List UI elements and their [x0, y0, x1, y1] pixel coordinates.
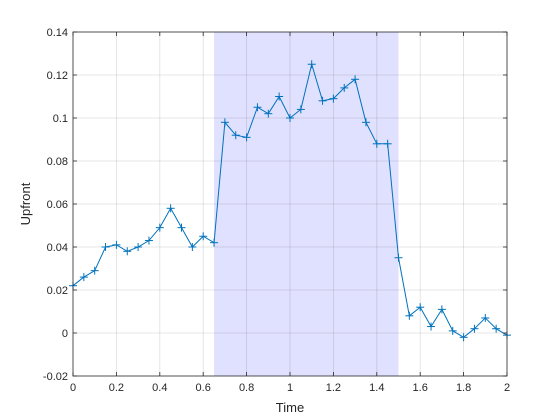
tick-labels: 0 0.2 0.4 0.6 0.8 1 1.2 1.4 1.6 1.8 2-0.0200.020.0… — [43, 27, 510, 394]
data-point — [253, 103, 262, 112]
data-point — [372, 139, 381, 148]
data-point — [188, 243, 197, 251]
shaded-region — [214, 32, 399, 376]
y-axis-label: Upfront — [18, 182, 33, 225]
data-point — [199, 232, 208, 241]
data-point — [264, 109, 273, 118]
x-tick-label: 1.2 — [326, 382, 341, 394]
data-point — [79, 273, 88, 282]
data-point — [470, 324, 479, 333]
data-point — [448, 326, 457, 335]
x-tick-label: 1.4 — [369, 382, 384, 394]
data-point — [231, 131, 240, 140]
data-point — [286, 114, 294, 122]
data-point — [481, 313, 490, 322]
data-point — [112, 240, 121, 249]
x-tick-label: 1 — [287, 382, 293, 394]
grid — [73, 32, 507, 376]
data-point — [177, 223, 186, 232]
data-point — [329, 94, 338, 103]
data-point — [459, 333, 468, 342]
x-tick-label: 0.6 — [196, 382, 211, 394]
data-point — [405, 311, 414, 320]
x-tick-label: 1.8 — [456, 382, 471, 394]
y-tick-label: 0.1 — [53, 113, 68, 125]
y-tick-label: 0.02 — [47, 285, 68, 297]
y-tick-label: 0.14 — [47, 27, 68, 39]
x-tick-label: 0.2 — [109, 382, 124, 394]
data-point — [492, 324, 501, 333]
data-point — [427, 322, 436, 331]
data-point — [296, 105, 305, 114]
y-tick-label: 0.04 — [47, 242, 68, 254]
data-point — [383, 139, 392, 148]
data-point — [144, 236, 153, 245]
data-point — [318, 96, 327, 105]
y-tick-label: 0.08 — [47, 156, 68, 168]
data-point — [340, 83, 349, 92]
x-tick-label: 1.6 — [413, 382, 428, 394]
data-point — [90, 266, 99, 275]
data-point — [307, 60, 316, 69]
series-layer — [69, 60, 511, 342]
data-point — [275, 92, 284, 101]
data-point — [416, 303, 425, 312]
data-point — [134, 243, 143, 251]
x-tick-label: 0.4 — [152, 382, 167, 394]
data-point — [242, 133, 251, 142]
data-point — [361, 118, 370, 127]
data-point — [394, 253, 403, 262]
x-tick-label: 0 — [70, 382, 76, 394]
y-tick-label: -0.02 — [43, 371, 68, 383]
ticks — [72, 31, 508, 377]
x-tick-label: 0.8 — [239, 382, 254, 394]
y-tick-label: 0.12 — [47, 70, 68, 82]
y-tick-label: 0.06 — [47, 199, 68, 211]
data-point — [123, 247, 132, 256]
x-axis-label: Time — [276, 400, 304, 415]
data-point — [437, 305, 446, 314]
y-tick-label: 0 — [62, 328, 68, 340]
data-point — [220, 118, 229, 127]
data-point — [155, 223, 164, 232]
data-point — [166, 204, 175, 213]
data-point — [351, 75, 360, 84]
x-tick-label: 2 — [504, 382, 510, 394]
data-point — [210, 238, 219, 247]
data-point — [101, 243, 110, 251]
